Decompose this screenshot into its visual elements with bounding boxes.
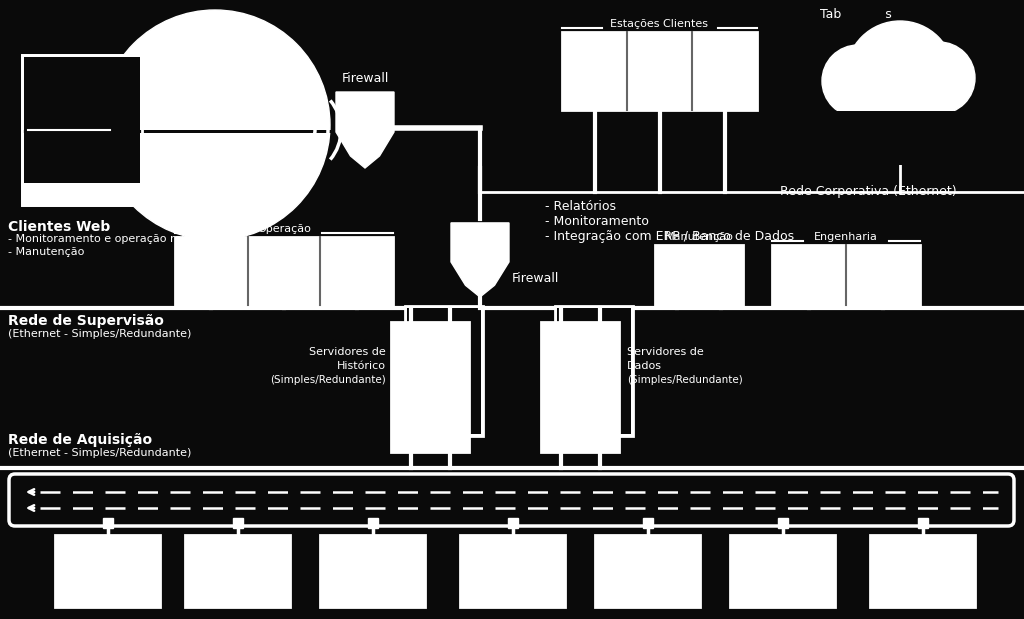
- Bar: [22, 55, 142, 205]
- Circle shape: [100, 10, 330, 240]
- Circle shape: [852, 78, 918, 144]
- Text: Servidores de: Servidores de: [627, 347, 703, 357]
- Bar: [918, 518, 928, 528]
- Bar: [55, 535, 160, 607]
- Bar: [22, 130, 332, 133]
- Text: Operação: Operação: [257, 224, 311, 234]
- Bar: [816, 111, 984, 165]
- Bar: [185, 535, 290, 607]
- Text: - Integração com ERP / Banco de Dados: - Integração com ERP / Banco de Dados: [545, 230, 795, 243]
- Text: Firewall: Firewall: [512, 272, 559, 285]
- Text: Firewall: Firewall: [341, 72, 389, 85]
- Bar: [730, 535, 835, 607]
- Bar: [407, 308, 481, 434]
- Bar: [508, 518, 517, 528]
- Bar: [555, 306, 633, 436]
- Circle shape: [885, 75, 951, 141]
- Text: Dados: Dados: [627, 361, 662, 371]
- Bar: [460, 535, 565, 607]
- Text: - Monitoramento e operação remota: - Monitoramento e operação remota: [8, 234, 210, 244]
- Bar: [642, 518, 652, 528]
- Bar: [175, 237, 393, 305]
- Bar: [772, 245, 920, 305]
- Bar: [406, 306, 483, 436]
- Bar: [0, 306, 1024, 310]
- Text: - Monitoramento: - Monitoramento: [545, 215, 649, 228]
- Text: Servidores de: Servidores de: [309, 347, 386, 357]
- Text: (Simples/Redundante): (Simples/Redundante): [627, 375, 742, 385]
- Circle shape: [870, 93, 930, 153]
- FancyBboxPatch shape: [9, 474, 1014, 526]
- Polygon shape: [451, 223, 509, 297]
- Text: (Ethernet - Simples/Redundante): (Ethernet - Simples/Redundante): [8, 448, 191, 458]
- Text: (Simples/Redundante): (Simples/Redundante): [270, 375, 386, 385]
- Bar: [22, 55, 142, 205]
- Text: Histórico: Histórico: [337, 361, 386, 371]
- Text: Rede de Supervisão: Rede de Supervisão: [8, 314, 164, 328]
- Polygon shape: [336, 92, 394, 168]
- Text: Manutenção: Manutenção: [665, 232, 733, 242]
- Text: - Manutenção: - Manutenção: [8, 247, 84, 257]
- Bar: [319, 535, 425, 607]
- Text: Tab           s: Tab s: [820, 8, 892, 21]
- Bar: [655, 245, 743, 305]
- Circle shape: [822, 45, 894, 117]
- Bar: [24, 57, 140, 183]
- Bar: [368, 518, 378, 528]
- Circle shape: [903, 42, 975, 114]
- Text: Rede de Aquisição: Rede de Aquisição: [8, 433, 153, 447]
- Bar: [102, 518, 113, 528]
- Text: Clientes Web: Clientes Web: [8, 220, 111, 234]
- Bar: [562, 32, 757, 110]
- Bar: [232, 518, 243, 528]
- Text: (Ethernet - Simples/Redundante): (Ethernet - Simples/Redundante): [8, 329, 191, 339]
- Text: Engenharia: Engenharia: [814, 232, 878, 242]
- Text: - Relatórios: - Relatórios: [545, 200, 616, 213]
- Bar: [870, 535, 975, 607]
- Bar: [541, 322, 618, 452]
- Bar: [595, 535, 700, 607]
- Bar: [557, 308, 631, 434]
- Text: Estações Clientes: Estações Clientes: [610, 19, 709, 29]
- Text: Rede Corporativa (Ethernet): Rede Corporativa (Ethernet): [780, 185, 956, 198]
- Circle shape: [846, 21, 954, 129]
- Bar: [391, 322, 469, 452]
- Bar: [777, 518, 787, 528]
